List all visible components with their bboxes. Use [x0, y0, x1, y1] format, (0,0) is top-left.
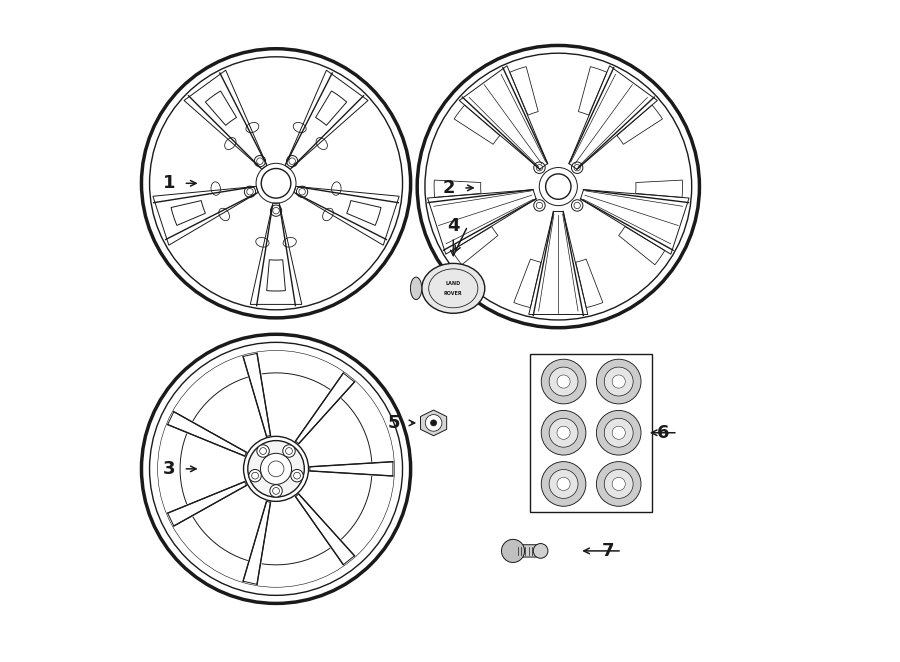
Bar — [530, 354, 652, 512]
Circle shape — [255, 156, 266, 167]
Circle shape — [557, 426, 570, 440]
Text: 3: 3 — [163, 460, 176, 478]
Circle shape — [261, 169, 291, 198]
Circle shape — [549, 367, 578, 396]
FancyBboxPatch shape — [513, 545, 543, 557]
Circle shape — [572, 200, 583, 211]
Text: 4: 4 — [447, 217, 460, 235]
Circle shape — [572, 162, 583, 173]
Circle shape — [597, 410, 641, 455]
Circle shape — [245, 186, 256, 197]
Circle shape — [612, 477, 625, 491]
Circle shape — [604, 469, 633, 498]
Circle shape — [283, 445, 295, 457]
Circle shape — [604, 367, 633, 396]
Circle shape — [541, 359, 586, 404]
Circle shape — [430, 420, 436, 426]
Circle shape — [549, 418, 578, 448]
Polygon shape — [420, 410, 446, 436]
Circle shape — [533, 544, 548, 558]
Circle shape — [260, 453, 292, 485]
Ellipse shape — [422, 263, 485, 313]
Circle shape — [534, 162, 545, 173]
Circle shape — [604, 418, 633, 448]
Circle shape — [557, 477, 570, 491]
Circle shape — [501, 540, 525, 563]
Text: 1: 1 — [163, 174, 176, 192]
Circle shape — [249, 469, 261, 482]
Circle shape — [541, 410, 586, 455]
Ellipse shape — [410, 277, 422, 300]
Circle shape — [248, 441, 304, 497]
Circle shape — [597, 461, 641, 506]
Circle shape — [291, 469, 303, 482]
Circle shape — [557, 375, 570, 388]
Circle shape — [270, 485, 283, 497]
Circle shape — [541, 461, 586, 506]
Text: LAND: LAND — [446, 281, 461, 287]
Circle shape — [549, 469, 578, 498]
Circle shape — [534, 200, 545, 211]
Circle shape — [256, 445, 269, 457]
Text: 7: 7 — [601, 542, 614, 560]
Circle shape — [426, 414, 442, 431]
Text: ROVER: ROVER — [444, 291, 463, 297]
Circle shape — [612, 375, 625, 388]
Text: 6: 6 — [657, 424, 670, 442]
Circle shape — [597, 359, 641, 404]
Circle shape — [612, 426, 625, 440]
Text: 2: 2 — [443, 179, 454, 197]
Circle shape — [286, 156, 298, 167]
Circle shape — [545, 174, 571, 199]
Circle shape — [270, 205, 282, 216]
Text: 5: 5 — [388, 414, 400, 432]
Circle shape — [296, 186, 308, 197]
